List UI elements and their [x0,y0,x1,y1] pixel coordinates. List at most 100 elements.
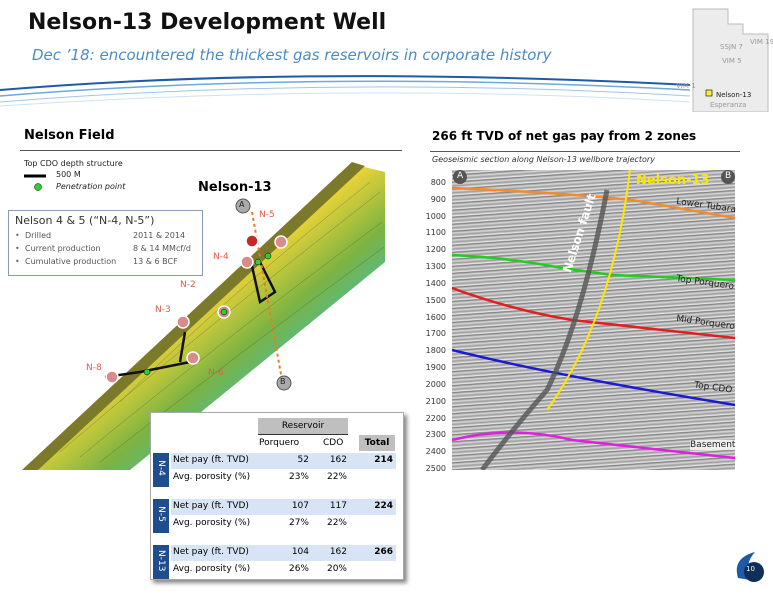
map-label: A [239,200,245,209]
depth-label: 2100 [425,396,446,406]
seismic-section [452,170,735,470]
horizons [452,170,735,470]
map-label: N-2 [180,280,196,290]
inset-label: VIM 5 [722,57,742,65]
map-label: N-4 [213,252,229,262]
section-subtitle: Geoseismic section along Nelson-13 wellb… [432,155,655,164]
callout-label: Cumulative production [25,257,117,266]
cell: 26% [288,564,309,574]
section-end: A [457,171,464,181]
callout-label: Current production [25,244,101,253]
row-band [171,453,396,469]
swoosh [0,75,690,107]
map-label: N-5 [259,210,275,220]
row-label: Avg. porosity (%) [173,564,251,574]
callout-title: Nelson 4 & 5 (“N-4, N-5”) [15,214,155,227]
cell: 214 [374,455,393,465]
group-band [153,453,169,487]
cell: 107 [291,501,309,511]
cell: 224 [374,501,393,511]
table: Reservoir Porquero CDO Total N-4 Net pay … [150,412,404,580]
cell: 162 [329,547,347,557]
row-label: Avg. porosity (%) [173,518,251,528]
depth-label: 1200 [425,245,446,255]
logo [736,552,764,582]
callout-value: 13 & 6 BCF [133,257,178,266]
row-label: Net pay (ft. TVD) [173,501,249,511]
callout-label: Drilled [25,231,52,240]
callout: Nelson 4 & 5 (“N-4, N-5”) • Drilled 2011 &… [8,210,203,276]
inset-label: Nelson-13 [716,91,752,99]
cell: 162 [329,455,347,465]
row-label: Avg. porosity (%) [173,472,251,482]
group-label: N-13 [156,550,166,572]
depth-label: 2000 [425,379,446,389]
table-header: CDO [323,438,344,448]
map-label: N-6 [208,368,224,378]
callout-value: 8 & 14 MMcf/d [133,244,191,253]
depth-label: 1700 [425,329,446,339]
legend-text: Penetration point [56,182,126,191]
group-label: N-5 [156,506,166,522]
divider [20,150,402,151]
field-map [22,162,385,470]
depth-label: 1800 [425,346,446,356]
group-band [153,545,169,579]
depth-label: 1900 [425,363,446,373]
table-header: Total [359,435,395,451]
map-label: N-8 [86,363,102,373]
table-header: Porquero [259,438,300,448]
row-label: Net pay (ft. TVD) [173,455,249,465]
depth-label: 800 [430,178,446,187]
cell: 266 [374,547,393,557]
well-label: Nelson-13 [636,173,710,188]
callout-bullet: • [15,231,20,240]
group-label: N-4 [156,460,166,476]
depth-label: 2200 [425,413,446,423]
callout-bullet: • [15,257,20,266]
cell: 22% [326,518,347,528]
callout-value: 2011 & 2014 [133,231,186,240]
section-title: 266 ft TVD of net gas pay from 2 zones [432,129,697,143]
row-band [171,499,396,515]
depth-label: 2500 [425,464,446,473]
table-header: Reservoir [258,418,348,435]
cell: 27% [288,518,309,528]
title: Nelson-13 Development Well [28,10,387,35]
cell: 23% [288,472,309,482]
section-end: B [725,171,732,181]
inset-label: SSJN 7 [720,43,743,51]
divider [430,151,740,152]
depth-label: 1400 [425,278,446,288]
legend-text: 500 M [56,170,81,179]
inset-map [692,8,769,112]
cell: 104 [291,547,309,557]
depth-label: 2400 [425,447,446,457]
cell: 117 [329,501,347,511]
depth-label: 1300 [425,262,446,272]
depth-label: 1500 [425,295,446,305]
inset-label: Esperanza [710,101,747,109]
group-band [153,499,169,533]
depth-label: 1100 [425,228,446,238]
cell: 22% [326,472,347,482]
depth-label: 1600 [425,312,446,322]
map-label: N-3 [155,305,171,315]
inset-label: VIM 19 [750,38,773,46]
cell: 20% [326,564,347,574]
page-number: 10 [746,565,755,573]
map-label: B [280,377,286,386]
row-label: Net pay (ft. TVD) [173,547,249,557]
horizon-label: Basement [690,440,736,450]
subtitle: Dec ’18: encountered the thickest gas re… [32,46,552,64]
section-title: Nelson Field [24,128,115,143]
depth-label: 1000 [425,211,446,221]
well-label: Nelson-13 [198,180,272,195]
inset-label: VIM-1 [676,82,696,90]
legend-text: Top CDO depth structure [24,159,123,168]
row-band [171,545,396,561]
callout-bullet: • [15,244,20,253]
cell: 52 [297,455,309,465]
depth-label: 900 [430,194,446,204]
